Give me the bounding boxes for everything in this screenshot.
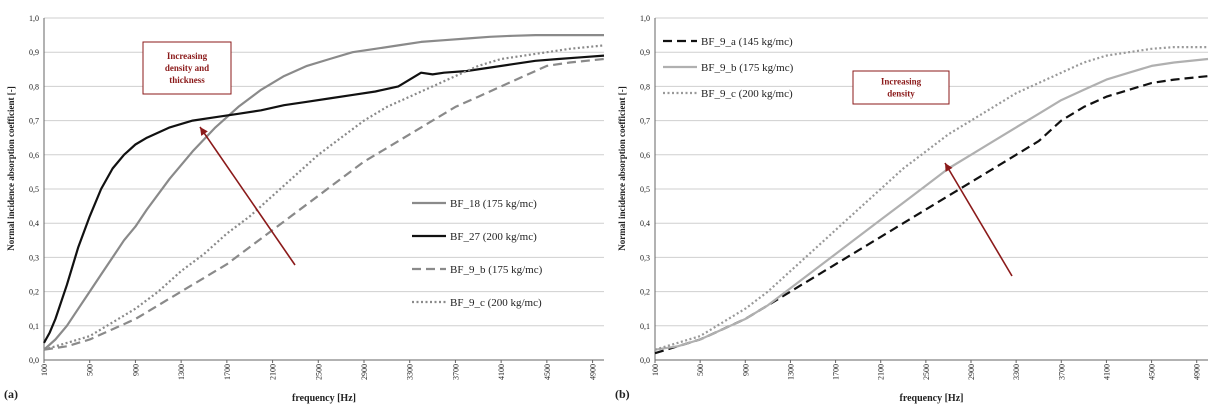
x-tick-label: 2900 bbox=[967, 364, 976, 380]
annotation-box bbox=[142, 41, 232, 95]
y-tick-label: 0,4 bbox=[640, 219, 650, 228]
legend-label: BF_9_c (200 kg/mc) bbox=[450, 297, 542, 309]
y-tick-label: 0,9 bbox=[640, 48, 650, 57]
x-tick-label: 500 bbox=[696, 364, 705, 376]
x-tick-label: 900 bbox=[741, 364, 750, 376]
x-tick-label: 1700 bbox=[832, 364, 841, 380]
x-tick-label: 3700 bbox=[451, 364, 460, 380]
y-axis-title: Normal incidence absorption coefficient … bbox=[6, 86, 16, 250]
series-line-1 bbox=[43, 33, 604, 351]
legend-label: BF_9_b (175 kg/mc) bbox=[450, 264, 543, 276]
legend-label: BF_9_c (200 kg/mc) bbox=[701, 88, 793, 100]
x-tick-label: 2500 bbox=[314, 364, 323, 380]
legend-label: BF_18 (175 kg/mc) bbox=[450, 198, 537, 210]
legend: BF_9_a (145 kg/mc) BF_9_b (175 kg/mc) BF_9… bbox=[663, 36, 794, 100]
x-tick-label: 2100 bbox=[877, 364, 886, 380]
series-line-3 bbox=[654, 45, 1208, 351]
x-tick-label: 4900 bbox=[589, 364, 598, 380]
x-tick-label: 1700 bbox=[223, 364, 232, 380]
x-tick-label: 3700 bbox=[1057, 364, 1066, 380]
annotation-arrowhead bbox=[200, 127, 208, 136]
chart-panel-a: 0,0 0,1 0,2 0,3 0,4 0,5 0,6 0,7 0,8 0,9 1,0 100 500 9… bbox=[4, 14, 605, 404]
y-tick-label: 0,5 bbox=[640, 185, 650, 194]
legend-label: BF_27 (200 kg/mc) bbox=[450, 231, 537, 243]
annotation-text: density bbox=[887, 89, 915, 99]
series-line-2 bbox=[43, 54, 605, 344]
x-tick-label: 2900 bbox=[360, 364, 369, 380]
y-tick-label: 0,8 bbox=[29, 82, 39, 91]
x-tick-label: 1300 bbox=[786, 364, 795, 380]
annotation-arrow bbox=[199, 126, 296, 266]
x-tick-label: 4100 bbox=[1102, 364, 1111, 380]
x-tick-label: 4900 bbox=[1193, 364, 1202, 380]
x-tick-label: 100 bbox=[651, 364, 660, 376]
x-tick-label: 100 bbox=[40, 364, 49, 376]
y-axis-title: Normal incidence absorption coefficient … bbox=[617, 86, 627, 250]
y-tick-label: 1,0 bbox=[29, 14, 39, 23]
y-tick-label: 0,3 bbox=[29, 253, 39, 262]
x-axis-title: frequency [Hz] bbox=[900, 393, 964, 404]
y-tick-label: 0,2 bbox=[29, 288, 39, 297]
annotation-box bbox=[852, 70, 950, 105]
y-tick-label: 0,9 bbox=[29, 48, 39, 57]
x-tick-label: 3300 bbox=[1012, 364, 1021, 380]
chart-panel-b: 0,0 0,1 0,2 0,3 0,4 0,5 0,6 0,7 0,8 0,9 1,0 100 500 9… bbox=[615, 14, 1209, 404]
annotation-text: Increasing bbox=[881, 77, 922, 87]
legend: BF_18 (175 kg/mc) BF_27 (200 kg/mc) BF_9_b… bbox=[412, 198, 543, 309]
series-line-2 bbox=[654, 57, 1209, 351]
y-tick-label: 0,6 bbox=[640, 151, 650, 160]
panel-label: (b) bbox=[615, 387, 630, 401]
x-tick-label: 900 bbox=[131, 364, 140, 376]
x-tick-label: 4500 bbox=[543, 364, 552, 380]
x-tick-label: 500 bbox=[86, 364, 95, 376]
y-tick-label: 0,5 bbox=[29, 185, 39, 194]
series-line-1 bbox=[654, 75, 1209, 355]
x-tick-label: 3300 bbox=[406, 364, 415, 380]
x-tick-label: 2100 bbox=[269, 364, 278, 380]
y-tick-label: 0,1 bbox=[640, 322, 650, 331]
y-tick-label: 0,6 bbox=[29, 151, 39, 160]
panel-label: (a) bbox=[4, 387, 18, 401]
y-tick-label: 0,0 bbox=[640, 356, 650, 365]
annotation-arrow bbox=[944, 162, 1013, 277]
annotation-text: Increasing bbox=[167, 51, 208, 61]
x-tick-label: 1300 bbox=[177, 364, 186, 380]
y-tick-label: 0,3 bbox=[640, 253, 650, 262]
y-tick-label: 0,4 bbox=[29, 219, 39, 228]
x-tick-label: 2500 bbox=[922, 364, 931, 380]
y-tick-label: 0,7 bbox=[640, 117, 650, 126]
y-tick-label: 1,0 bbox=[640, 14, 650, 23]
legend-label: BF_9_a (145 kg/mc) bbox=[701, 36, 793, 48]
y-tick-label: 0,1 bbox=[29, 322, 39, 331]
x-axis-title: frequency [Hz] bbox=[292, 393, 356, 404]
y-tick-label: 0,2 bbox=[640, 288, 650, 297]
y-tick-label: 0,0 bbox=[29, 356, 39, 365]
series-line-4 bbox=[43, 44, 605, 351]
x-tick-label: 4100 bbox=[497, 364, 506, 380]
annotation-text: density and bbox=[165, 63, 209, 73]
y-tick-label: 0,7 bbox=[29, 117, 39, 126]
legend-label: BF_9_b (175 kg/mc) bbox=[701, 62, 794, 74]
annotation-arrowhead bbox=[945, 163, 953, 172]
annotation-text: thickness bbox=[169, 75, 205, 85]
y-tick-label: 0,8 bbox=[640, 82, 650, 91]
x-tick-label: 4500 bbox=[1148, 364, 1157, 380]
